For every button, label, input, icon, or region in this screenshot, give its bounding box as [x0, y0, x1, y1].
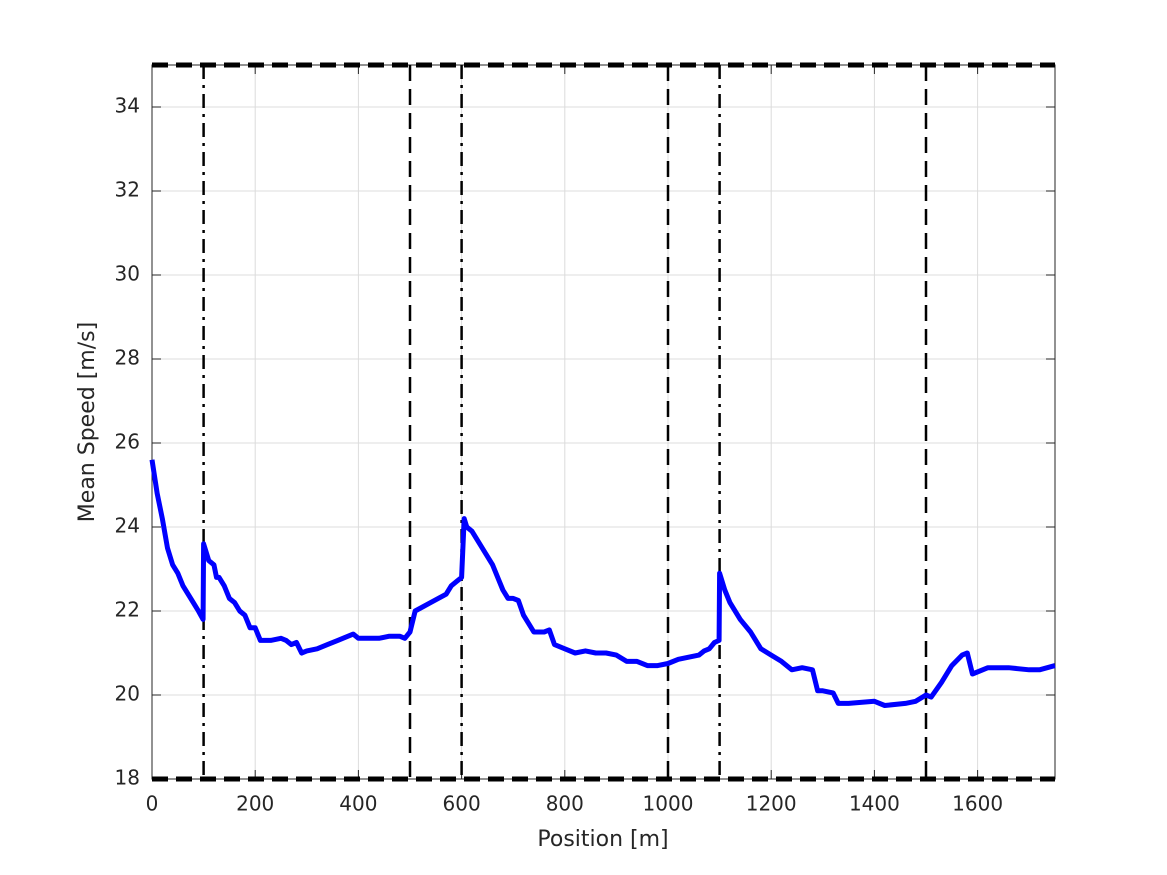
y-tick-label: 22	[115, 598, 140, 622]
x-axis-label: Position [m]	[537, 827, 668, 852]
y-tick-label: 28	[115, 346, 140, 370]
x-tick-label: 1000	[643, 792, 694, 816]
x-tick-label: 1200	[746, 792, 797, 816]
y-tick-label: 20	[115, 682, 140, 706]
y-tick-label: 34	[115, 94, 140, 118]
x-tick-label: 1600	[952, 792, 1003, 816]
y-tick-label: 26	[115, 430, 140, 454]
y-tick-label: 24	[115, 514, 140, 538]
x-tick-label: 600	[443, 792, 481, 816]
x-tick-label: 400	[339, 792, 377, 816]
data-line	[149, 459, 1056, 708]
plot-frame	[151, 64, 1056, 780]
y-axis-label: Mean Speed [m/s]	[75, 322, 100, 522]
y-tick-label: 30	[115, 262, 140, 286]
x-tick-label: 200	[236, 792, 274, 816]
x-tick-label: 1400	[849, 792, 900, 816]
y-tick-label: 32	[115, 178, 140, 202]
x-tick-label: 0	[146, 792, 159, 816]
y-tick-label: 18	[115, 766, 140, 790]
x-tick-label: 800	[546, 792, 584, 816]
